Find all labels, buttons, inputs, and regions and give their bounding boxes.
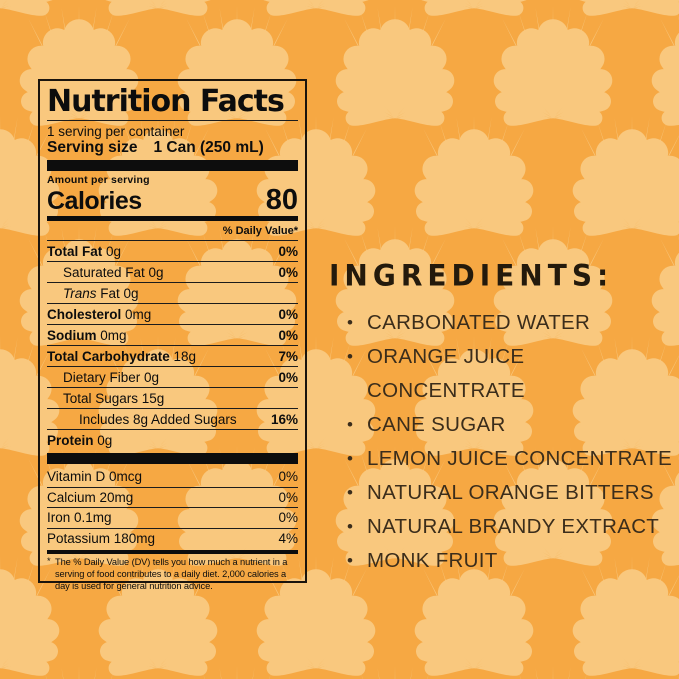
nutrition-title: Nutrition Facts [47,84,285,119]
calories-value: 80 [265,184,298,216]
nutrient-row: Trans Fat 0g [47,282,298,303]
daily-value: 0% [278,306,298,322]
thick-divider [47,160,298,171]
bullet: • [347,551,354,570]
list-item: • CANE SUGAR [329,408,677,442]
ingredients-section: INGREDIENTS: • CARBONATED WATER • ORANGE J… [329,258,677,578]
amount-per-serving: Amount per serving [47,174,150,186]
daily-value-header: % Daily Value* [222,225,298,237]
bullet: • [347,347,354,366]
list-item: • CARBONATED WATER [329,306,677,340]
nutrient-row: Vitamin D 0mcg 0% [47,469,298,485]
list-item: • LEMON JUICE CONCENTRATE [329,442,677,476]
daily-value: 4% [278,530,298,546]
daily-value: 0% [278,369,298,385]
nutrient-row: Potassium 180mg 4% [47,527,298,549]
micronutrient-rows: Vitamin D 0mcg 0% Calcium 20mg 0% Iron 0… [47,467,298,548]
list-item: • NATURAL BRANDY EXTRACT [329,510,677,544]
nutrient-row: Sodium 0mg 0% [47,324,298,345]
list-item: • NATURAL ORANGE BITTERS [329,476,677,510]
nutrient-row: Iron 0.1mg 0% [47,507,298,528]
nutrient-row: Includes 8g Added Sugars 16% [47,408,298,429]
nutrient-row: Total Sugars 15g [47,387,298,408]
medium-divider [47,216,298,221]
calories-row: Calories 80 [47,184,298,216]
nutrition-facts-label: Nutrition Facts 1 serving per container … [38,79,307,591]
nutrient-row: Cholesterol 0mg 0% [47,303,298,324]
list-item: • MONK FRUIT [329,544,677,578]
footnote-asterisk: * [47,556,51,566]
servings-per-container: 1 serving per container [47,124,185,139]
ingredients-list: • CARBONATED WATER • ORANGE JUICE CONCENTR… [329,306,677,578]
ingredients-heading: INGREDIENTS: [329,258,614,293]
daily-value: 0% [278,489,298,505]
serving-size-value: 1 Can (250 mL) [153,139,264,156]
bullet: • [347,449,354,468]
serving-size-row: Serving size 1 Can (250 mL) [47,139,298,157]
bullet: • [347,483,354,502]
bullet: • [347,415,354,434]
nutrient-rows: Total Fat 0g 0% Saturated Fat 0g 0% Tran… [47,240,298,450]
footnote: * The % Daily Value (DV) tells you how m… [47,556,298,592]
daily-value: 0% [278,264,298,280]
daily-value: 7% [278,348,298,364]
nutrient-row: Total Fat 0g 0% [47,240,298,261]
nutrient-row: Dietary Fiber 0g 0% [47,366,298,387]
daily-value: 0% [278,510,298,526]
divider [47,120,298,121]
bullet: • [347,517,354,536]
calories-label: Calories [47,187,142,215]
nutrient-row: Total Carbohydrate 18g 7% [47,345,298,366]
thick-divider [47,453,298,464]
daily-value: 0% [278,243,298,259]
nutrient-row: Calcium 20mg 0% [47,486,298,508]
daily-value: 16% [270,411,298,427]
nutrient-row: Protein 0g [47,429,298,450]
footnote-text: The % Daily Value (DV) tells you how muc… [55,557,288,591]
daily-value: 0% [278,327,298,343]
serving-size-label: Serving size [47,139,138,156]
nutrient-row: Saturated Fat 0g 0% [47,261,298,282]
bullet: • [347,313,354,332]
list-item: • ORANGE JUICE CONCENTRATE [329,340,677,408]
thin-divider [47,550,298,554]
daily-value: 0% [278,469,298,485]
